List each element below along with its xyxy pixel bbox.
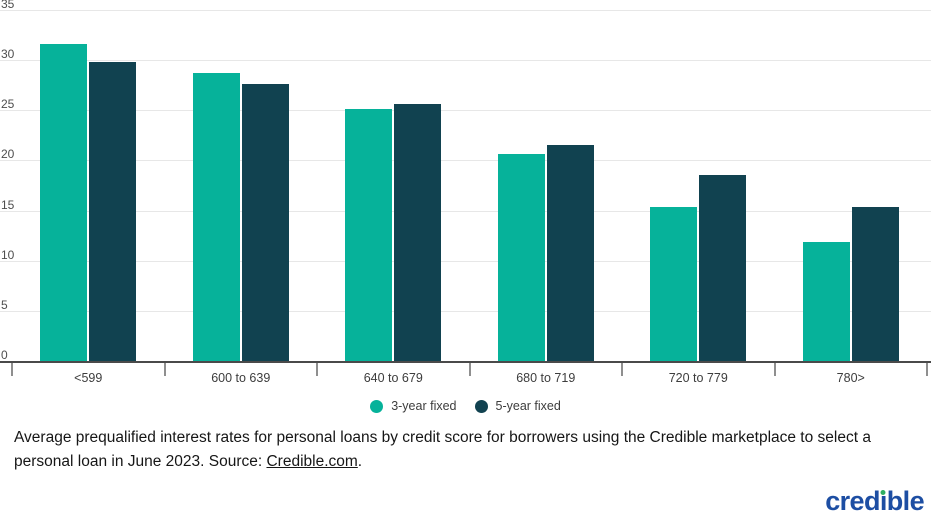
x-axis-label: 640 to 679 — [363, 371, 423, 385]
x-axis-label: 600 to 639 — [211, 371, 271, 385]
bar-3-year-fixed — [802, 241, 850, 361]
chart-legend: 3-year fixed 5-year fixed — [0, 399, 931, 413]
y-axis-label: 0 — [1, 348, 8, 362]
gridline — [0, 160, 931, 162]
y-axis-label: 10 — [1, 247, 15, 262]
bar-5-year-fixed — [851, 206, 899, 361]
credible-com-link[interactable]: Credible.com — [266, 453, 358, 470]
x-axis-label: <599 — [74, 371, 103, 385]
logo-letter-i: ı — [879, 486, 887, 516]
x-axis-label: 780> — [836, 371, 865, 385]
gridline — [0, 60, 931, 62]
y-axis-label: 20 — [1, 147, 15, 162]
x-axis-label: 680 to 719 — [516, 371, 576, 385]
legend-label: 3-year fixed — [391, 399, 457, 413]
gridline — [0, 310, 931, 312]
logo-i-dot-icon — [880, 490, 886, 495]
y-axis-label: 30 — [1, 47, 15, 62]
legend-item-3-year-fixed: 3-year fixed — [370, 399, 457, 413]
x-axis-line — [0, 361, 931, 363]
x-axis-tick — [316, 363, 318, 376]
bar-5-year-fixed — [241, 84, 289, 361]
gridline — [0, 260, 931, 262]
x-axis-tick — [926, 363, 928, 376]
legend-swatch-icon — [370, 399, 384, 413]
x-axis-tick — [11, 363, 13, 376]
x-axis-label: 720 to 779 — [668, 371, 728, 385]
bar-3-year-fixed — [192, 73, 240, 361]
logo-text-cred: cred — [825, 486, 880, 516]
legend-label: 5-year fixed — [495, 399, 561, 413]
bar-5-year-fixed — [699, 175, 747, 361]
bar-5-year-fixed — [394, 104, 442, 361]
gridline — [0, 10, 931, 11]
x-axis-tick — [163, 363, 166, 376]
legend-item-5-year-fixed: 5-year fixed — [474, 399, 561, 413]
chart-caption: Average prequalified interest rates for … — [14, 426, 922, 474]
x-axis-tick — [773, 363, 776, 376]
bar-3-year-fixed — [345, 109, 393, 361]
bar-3-year-fixed — [40, 44, 88, 361]
caption-text-after: . — [357, 453, 363, 470]
y-axis-label: 35 — [1, 0, 15, 11]
credible-logo: cred ıble — [825, 488, 924, 515]
bar-5-year-fixed — [89, 62, 137, 361]
gridline — [0, 110, 931, 112]
x-axis-tick — [621, 363, 623, 376]
legend-swatch-icon — [474, 399, 488, 413]
y-axis-label: 15 — [1, 197, 15, 212]
y-axis-label: 25 — [1, 97, 15, 112]
caption-text: Average prequalified interest rates for … — [14, 429, 871, 470]
logo-text-ble: ble — [886, 486, 925, 516]
bar-3-year-fixed — [497, 154, 545, 361]
y-axis-label: 5 — [1, 297, 8, 312]
bar-5-year-fixed — [546, 145, 594, 361]
bar-3-year-fixed — [650, 206, 698, 361]
gridline — [0, 210, 931, 212]
x-axis-tick — [468, 363, 471, 376]
